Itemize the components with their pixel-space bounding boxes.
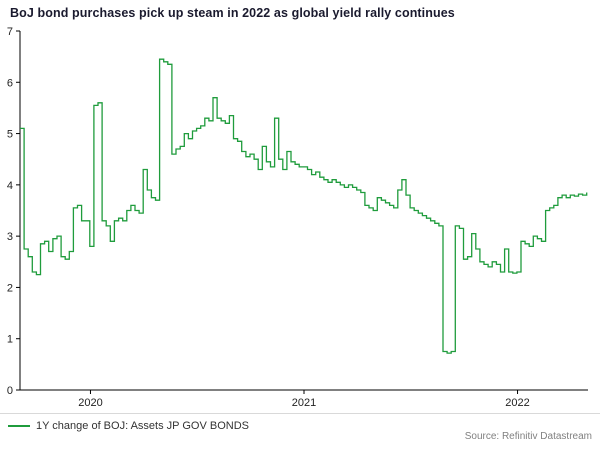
y-tick-label: 7 bbox=[7, 26, 13, 38]
series-line bbox=[20, 58, 588, 354]
y-tick-label: 5 bbox=[7, 129, 13, 141]
y-tick-label: 1 bbox=[7, 334, 13, 346]
y-axis-ticks: 0 1 2 3 4 5 6 7 bbox=[7, 26, 20, 397]
y-tick-label: 2 bbox=[7, 282, 13, 294]
y-tick-label: 0 bbox=[7, 385, 13, 397]
legend: 1Y change of BOJ: Assets JP GOV BONDS bbox=[0, 413, 600, 438]
legend-label: 1Y change of BOJ: Assets JP GOV BONDS bbox=[36, 420, 249, 432]
legend-line-swatch bbox=[8, 425, 30, 427]
x-tick-label: 2022 bbox=[505, 397, 529, 409]
y-tick-label: 4 bbox=[7, 180, 13, 192]
source-credit: Source: Refinitiv Datastream bbox=[464, 431, 592, 442]
chart-title: BoJ bond purchases pick up steam in 2022… bbox=[10, 6, 455, 20]
x-axis-ticks: 2020 2021 2022 bbox=[78, 390, 530, 409]
y-tick-label: 6 bbox=[7, 77, 13, 89]
y-tick-label: 3 bbox=[7, 231, 13, 243]
x-tick-label: 2021 bbox=[292, 397, 316, 409]
x-tick-label: 2020 bbox=[78, 397, 102, 409]
